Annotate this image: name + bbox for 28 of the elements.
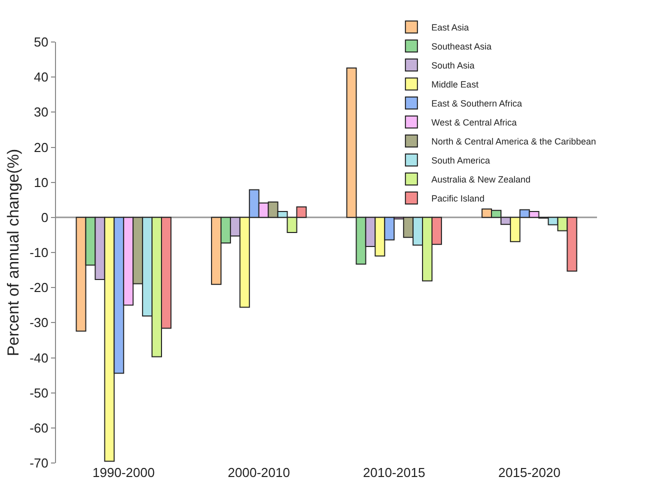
x-tick-label: 2015-2020	[498, 465, 560, 480]
y-tick-label: 10	[34, 174, 48, 190]
y-tick-label: -10	[30, 245, 48, 260]
legend-label: Australia & New Zealand	[431, 174, 530, 185]
legend-label: South America	[431, 156, 490, 166]
x-tick-label: 2010-2015	[363, 465, 426, 480]
legend-label: East & Southern Africa	[431, 98, 522, 109]
y-tick-label: -30	[30, 315, 48, 330]
x-tick-label: 2000-2010	[228, 465, 290, 480]
y-tick-label: 50	[34, 34, 48, 50]
y-tick-label: 30	[34, 104, 48, 120]
y-tick-label: 40	[34, 70, 48, 85]
legend-label: South Asia	[431, 60, 474, 71]
y-axis-title: Percent of annual change(%)	[6, 148, 23, 356]
x-tick-label: 1990-2000	[92, 465, 155, 480]
legend-label: Southeast Asia	[431, 42, 492, 52]
y-tick-label: -60	[30, 420, 48, 436]
y-tick-label: -20	[30, 280, 48, 296]
y-tick-label: -70	[30, 456, 48, 471]
y-tick-label: -50	[30, 385, 48, 400]
y-tick-label: 0	[41, 210, 48, 225]
legend-label: East Asia	[431, 22, 469, 33]
legend-label: West & Central Africa	[431, 118, 517, 128]
y-tick-label: 20	[34, 140, 48, 155]
y-tick-label: -40	[30, 350, 48, 366]
legend-label: Pacific Island	[431, 194, 484, 204]
legend-label: North & Central America & the Caribbean	[431, 136, 596, 147]
legend-label: Middle East	[431, 80, 479, 90]
